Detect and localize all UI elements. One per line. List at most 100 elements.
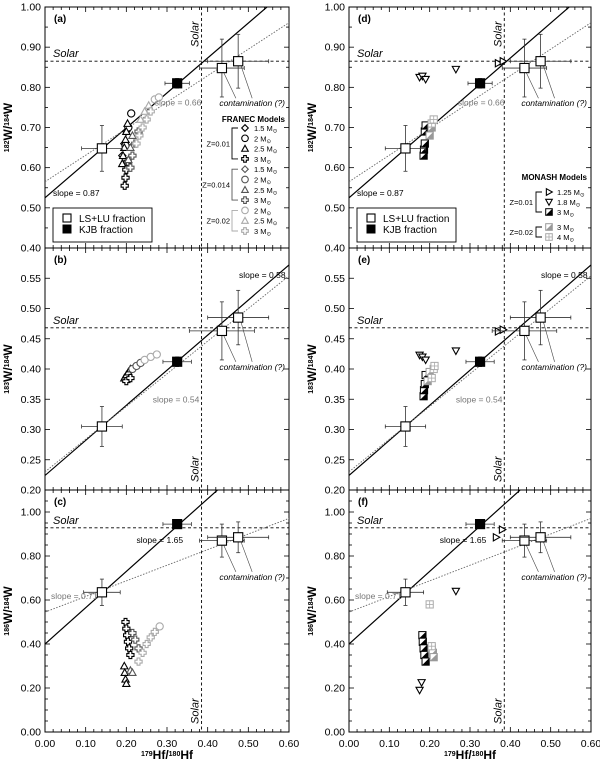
y-tick-label: 0.40 bbox=[21, 639, 42, 651]
cross-marker bbox=[241, 227, 249, 235]
triangle-right-marker bbox=[499, 56, 508, 66]
slope-label-dotted: slope = 0.66 bbox=[155, 97, 202, 107]
solar-label-horizontal: Solar bbox=[53, 48, 80, 60]
model-series bbox=[119, 661, 131, 688]
model-series bbox=[136, 100, 154, 123]
triangle-marker bbox=[127, 667, 137, 677]
model-series bbox=[427, 115, 438, 128]
legend-z-label: Z=0.02 bbox=[509, 228, 533, 237]
y-axis-label: 182W/184W bbox=[305, 102, 319, 152]
x-tick-label: 0.60 bbox=[279, 738, 300, 750]
circle-marker bbox=[155, 622, 164, 631]
y-tick-label: 0.20 bbox=[325, 683, 346, 695]
y-tick-label: 0.25 bbox=[21, 454, 42, 466]
filled-square-marker bbox=[172, 78, 183, 89]
triangle-marker bbox=[121, 678, 131, 688]
fit-line bbox=[349, 275, 591, 473]
y-tick-label: 0.70 bbox=[325, 122, 346, 134]
panel-tag: (b) bbox=[54, 255, 67, 266]
x-tick-label: 0.10 bbox=[75, 738, 96, 750]
model-series bbox=[125, 665, 137, 677]
legend-label: 3 M⊙ bbox=[254, 155, 272, 166]
filled-square-marker bbox=[474, 78, 486, 89]
y-tick-label: 0.50 bbox=[21, 202, 42, 214]
fit-line bbox=[349, 7, 571, 199]
open-square-marker bbox=[62, 213, 72, 223]
model-series bbox=[150, 93, 164, 104]
slope-label-solid: slope = 0.87 bbox=[357, 188, 404, 198]
open-square-marker bbox=[366, 213, 376, 223]
open-square-marker bbox=[216, 62, 228, 74]
y-tick-label: 0.70 bbox=[21, 122, 42, 134]
y-tick-label: 0.50 bbox=[325, 202, 346, 214]
cross-marker bbox=[142, 639, 151, 649]
y-axis-label: 186W/184W bbox=[305, 586, 319, 636]
slope-label-solid: slope = 1.65 bbox=[137, 535, 184, 545]
y-tick-label: 0.20 bbox=[21, 485, 42, 497]
contamination-label: contamination (?) bbox=[219, 362, 285, 372]
legend-label: 2 M⊙ bbox=[254, 206, 272, 217]
grid-square-marker bbox=[427, 373, 436, 383]
kjb-fraction-points bbox=[467, 78, 493, 89]
triangle-marker bbox=[136, 114, 146, 123]
cross-marker bbox=[121, 173, 130, 182]
filled-square-marker bbox=[62, 224, 72, 234]
triangle-down-marker bbox=[451, 587, 461, 596]
y-tick-label: 0.90 bbox=[325, 42, 346, 54]
y-tick-label: 0.60 bbox=[325, 162, 346, 174]
half-filled-square-marker bbox=[545, 208, 553, 216]
filled-square-marker bbox=[172, 356, 183, 367]
y-tick-label: 1.00 bbox=[21, 2, 42, 14]
filled-square-marker bbox=[474, 519, 486, 530]
cross-marker bbox=[241, 155, 249, 163]
model-series bbox=[415, 65, 461, 85]
triangle-right-marker bbox=[492, 532, 501, 542]
x-tick-label: 0.00 bbox=[35, 738, 56, 750]
model-series bbox=[123, 130, 137, 164]
y-tick-label: 0.45 bbox=[325, 333, 346, 345]
model-series bbox=[425, 600, 436, 651]
open-square-marker bbox=[233, 532, 244, 543]
fit-line bbox=[349, 490, 522, 645]
circle-marker bbox=[154, 93, 164, 102]
panel-tag: (c) bbox=[54, 497, 66, 508]
slope-label-dotted: slope = 0.54 bbox=[456, 394, 503, 404]
x-tick-label: 0.40 bbox=[197, 738, 218, 750]
half-filled-square-marker bbox=[420, 139, 429, 148]
diamond-marker bbox=[240, 123, 250, 133]
fit-line bbox=[349, 264, 591, 476]
solar-label-horizontal: Solar bbox=[53, 315, 80, 327]
legend-z-label: Z=0.02 bbox=[206, 217, 230, 226]
x-tick-label: 0.30 bbox=[157, 738, 178, 750]
y-tick-label: 0.80 bbox=[21, 551, 42, 563]
x-tick-label: 0.50 bbox=[238, 738, 259, 750]
panel-f: 0.00 0.20 0.40 0.60 0.80 1.00 0.00 0.10 0.20 0.30… bbox=[305, 489, 600, 750]
y-tick-label: 0.80 bbox=[325, 82, 346, 94]
triangle-right-marker bbox=[498, 525, 507, 535]
open-square-marker bbox=[233, 56, 244, 67]
y-tick-label: 0.00 bbox=[21, 727, 42, 739]
kjb-fraction-points bbox=[465, 356, 495, 367]
triangle-marker bbox=[240, 144, 250, 152]
x-tick-label: 0.50 bbox=[540, 738, 561, 750]
cross-marker bbox=[120, 181, 129, 190]
cross-marker bbox=[126, 163, 135, 172]
circle-marker bbox=[241, 134, 249, 143]
circle-marker bbox=[241, 175, 249, 184]
ls-lu-fraction-points bbox=[384, 33, 572, 172]
y-tick-label: 0.80 bbox=[21, 82, 42, 94]
triangle-right-marker bbox=[494, 326, 503, 337]
x-tick-label: 0.20 bbox=[419, 738, 440, 750]
cross-marker bbox=[134, 657, 143, 666]
open-square-marker bbox=[216, 325, 228, 337]
triangle-down-marker bbox=[451, 65, 461, 74]
cross-marker bbox=[131, 635, 140, 644]
panels-container: 0.40 0.50 0.60 0.70 0.80 0.90 1.00 182W/184W (a)… bbox=[1, 2, 600, 751]
solar-label-horizontal: Solar bbox=[357, 48, 384, 60]
open-square-marker bbox=[400, 143, 411, 154]
triangle-marker bbox=[127, 130, 137, 139]
legend-title: FRANEC Models bbox=[222, 115, 286, 124]
grid-square-marker bbox=[427, 642, 436, 651]
